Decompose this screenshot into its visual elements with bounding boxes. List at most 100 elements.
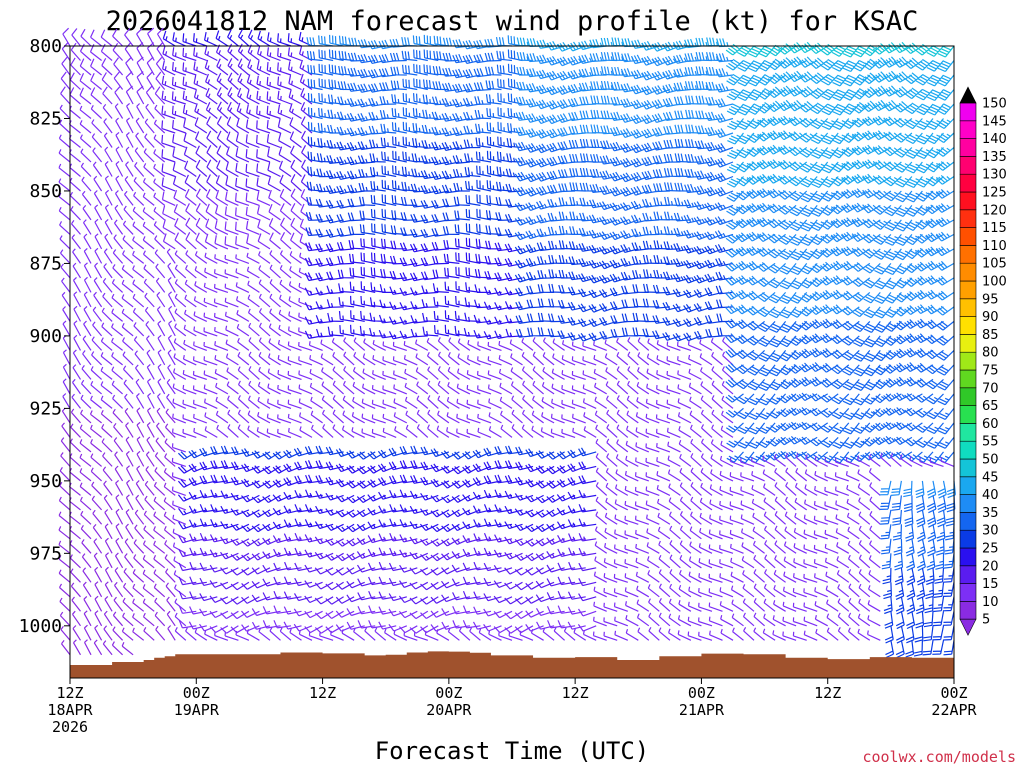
wind-barb bbox=[653, 240, 670, 250]
wind-barb bbox=[688, 368, 702, 380]
wind-barb bbox=[862, 86, 881, 99]
wind-barb bbox=[441, 494, 460, 504]
wind-barb bbox=[735, 232, 755, 243]
wind-barb bbox=[156, 291, 166, 308]
wind-barb bbox=[79, 105, 92, 119]
wind-barb bbox=[205, 218, 218, 235]
wind-barb bbox=[557, 127, 576, 137]
wind-barb bbox=[404, 396, 418, 409]
wind-barb bbox=[442, 212, 460, 222]
wind-barb bbox=[378, 505, 397, 514]
wind-barb bbox=[419, 523, 439, 531]
wind-barb bbox=[725, 304, 744, 315]
wind-barb bbox=[378, 606, 397, 615]
wind-barb bbox=[58, 569, 71, 583]
wind-barb bbox=[404, 368, 418, 380]
wind-barb bbox=[100, 337, 113, 351]
wind-barb bbox=[598, 231, 618, 240]
wind-barb bbox=[455, 266, 471, 279]
wind-barb bbox=[626, 425, 639, 438]
wind-barb bbox=[842, 379, 860, 391]
wind-barb bbox=[746, 161, 765, 171]
wind-barb bbox=[114, 103, 124, 119]
wind-barb bbox=[831, 393, 850, 405]
wind-barb bbox=[589, 67, 607, 76]
wind-barb bbox=[500, 410, 513, 424]
wind-barb bbox=[668, 598, 681, 612]
wind-barb bbox=[757, 306, 776, 318]
wind-barb bbox=[857, 628, 871, 641]
wind-barb bbox=[104, 523, 113, 540]
wind-barb bbox=[290, 203, 302, 221]
wind-barb bbox=[630, 171, 650, 182]
wind-barb bbox=[336, 156, 355, 166]
wind-barb bbox=[825, 571, 839, 583]
wind-barb bbox=[59, 249, 71, 264]
wind-barb bbox=[615, 469, 629, 482]
wind-barb bbox=[679, 555, 692, 569]
wind-barb bbox=[689, 410, 702, 424]
wind-barb bbox=[556, 99, 576, 109]
wind-barb bbox=[199, 461, 218, 471]
wind-barb bbox=[557, 141, 576, 151]
wind-barb bbox=[557, 155, 576, 165]
wind-barb bbox=[883, 421, 902, 431]
wind-barb bbox=[767, 116, 786, 127]
wind-barb bbox=[293, 623, 313, 632]
wind-barb bbox=[700, 453, 713, 467]
wind-barb bbox=[746, 203, 765, 213]
wind-barb bbox=[916, 161, 934, 174]
wind-barb bbox=[882, 567, 892, 585]
wind-barb bbox=[693, 245, 713, 255]
wind-barb bbox=[485, 94, 502, 105]
wind-barb bbox=[635, 442, 650, 453]
wind-barb bbox=[237, 366, 250, 380]
wind-barb bbox=[705, 81, 723, 91]
wind-barb bbox=[382, 413, 397, 424]
wind-barb bbox=[831, 378, 850, 390]
wind-barb bbox=[93, 291, 103, 308]
wind-barb bbox=[60, 71, 71, 90]
wind-barb bbox=[171, 486, 186, 496]
wind-barb bbox=[589, 53, 607, 62]
wind-barb bbox=[511, 395, 523, 409]
wind-barb bbox=[915, 233, 934, 244]
wind-barb bbox=[656, 385, 671, 395]
colorbar-label: 95 bbox=[982, 292, 999, 307]
wind-barb bbox=[321, 381, 334, 395]
wind-barb bbox=[246, 629, 260, 641]
wind-barb bbox=[645, 413, 660, 424]
wind-barb bbox=[613, 559, 628, 569]
wind-barb bbox=[689, 526, 702, 540]
wind-barb bbox=[171, 91, 186, 105]
wind-barb bbox=[168, 320, 176, 337]
wind-barb bbox=[257, 219, 271, 235]
wind-barb bbox=[216, 116, 229, 134]
wind-barb bbox=[410, 183, 428, 193]
wind-barb bbox=[153, 583, 166, 598]
wind-barb bbox=[204, 252, 218, 264]
wind-barb bbox=[290, 174, 302, 192]
wind-barb bbox=[58, 134, 71, 148]
wind-barb bbox=[926, 553, 936, 571]
colorbar-label: 55 bbox=[982, 435, 999, 450]
wind-barb bbox=[567, 491, 586, 500]
wind-barb bbox=[61, 277, 71, 293]
wind-barb bbox=[620, 113, 639, 123]
wind-barb bbox=[868, 570, 881, 583]
wind-barb bbox=[58, 583, 71, 598]
wind-barb bbox=[132, 250, 145, 264]
wind-barb bbox=[836, 542, 850, 554]
wind-barb bbox=[525, 186, 544, 197]
wind-barb bbox=[813, 559, 828, 569]
wind-barb bbox=[845, 457, 860, 467]
wind-barb bbox=[400, 227, 418, 237]
wind-barb bbox=[852, 59, 871, 72]
wind-barb bbox=[821, 161, 839, 174]
wind-barb bbox=[788, 70, 807, 83]
wind-barb bbox=[916, 132, 934, 145]
wind-barb bbox=[146, 436, 155, 453]
y-tick-label: 900 bbox=[29, 326, 62, 347]
wind-barb bbox=[382, 356, 397, 366]
wind-barb bbox=[683, 244, 702, 254]
